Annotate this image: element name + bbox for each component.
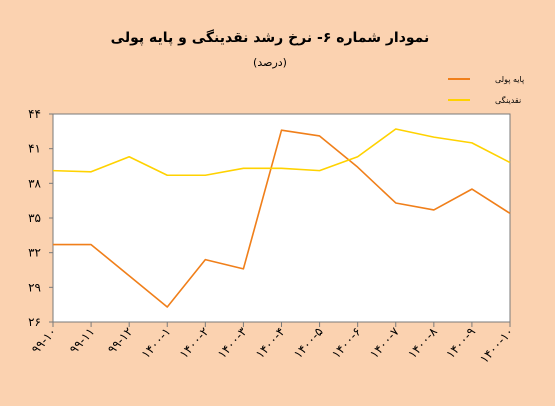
- x-tick-label: ۹۹-۱۱: [67, 325, 98, 357]
- y-tick-label: ۴۱: [28, 142, 41, 156]
- x-tick-label: ۱۴۰۰-۱۰: [477, 325, 516, 366]
- x-tick-label: ۱۴۰۰-۹: [443, 325, 478, 362]
- y-tick-label: ۳۲: [28, 246, 41, 260]
- chart-title: نمودار شماره ۶- نرخ رشد نقدینگی و پایه پ…: [111, 29, 430, 46]
- chart-subtitle: (درصد): [253, 56, 287, 69]
- x-tick-label: ۱۴۰۰-۳: [215, 324, 250, 361]
- x-tick-label: ۹۹-۱۰: [29, 325, 60, 357]
- series-lines: [52, 128, 511, 308]
- x-tick-label: ۱۴۰۰-۸: [405, 324, 440, 361]
- y-tick-label: ۳۸: [28, 176, 41, 190]
- legend-label-liquidity: نقدینگی: [495, 95, 521, 105]
- x-tick-label: ۱۴۰۰-۷: [367, 324, 402, 361]
- legend-label-base-money: پایه پولی: [495, 75, 524, 84]
- y-tick-label: ۴۴: [28, 107, 41, 121]
- legend: پایه پولی نقدینگی: [448, 75, 524, 105]
- y-tick-label: ۲۹: [28, 280, 41, 294]
- x-tick-label: ۹۹-۱۲: [105, 325, 136, 357]
- y-axis: ۲۶ ۲۹ ۳۲ ۳۵ ۳۸ ۴۱ ۴۴: [28, 107, 53, 329]
- plot-area: [52, 113, 511, 323]
- x-tick-label: ۱۴۰۰-۱: [139, 325, 174, 362]
- x-axis: ۹۹-۱۰ ۹۹-۱۱ ۹۹-۱۲ ۱۴۰۰-۱ ۱۴۰۰-۲ ۱۴۰۰-۳ ۱۴۰۰-۴ ۱…: [29, 322, 516, 366]
- x-tick-label: ۱۴۰۰-۲: [177, 325, 212, 362]
- x-tick-label: ۱۴۰۰-۵: [291, 325, 326, 362]
- y-tick-label: ۲۶: [28, 315, 41, 329]
- y-tick-label: ۳۵: [28, 211, 41, 225]
- x-tick-label: ۱۴۰۰-۶: [329, 325, 364, 362]
- x-tick-label: ۱۴۰۰-۴: [253, 325, 288, 362]
